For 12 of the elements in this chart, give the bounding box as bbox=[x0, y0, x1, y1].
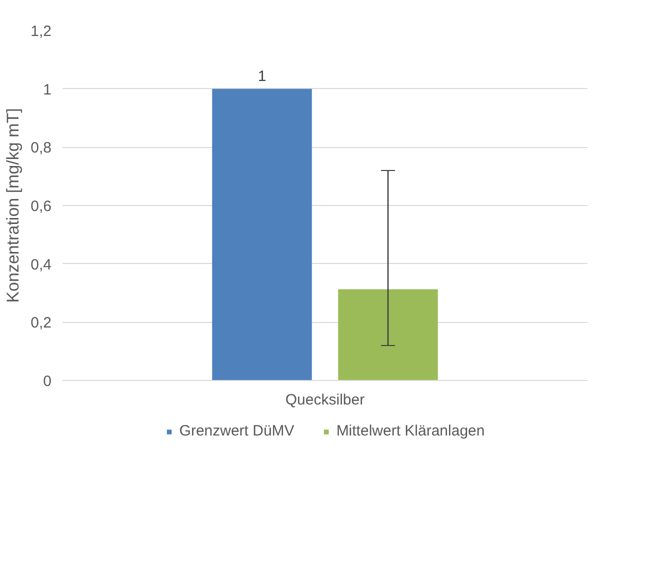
x-tick-label: Quecksilber bbox=[285, 392, 365, 408]
y-tick-label: 1,2 bbox=[30, 23, 52, 40]
y-axis-title: Konzentration [mg/kg mT] bbox=[4, 108, 23, 303]
y-tick-label: 0,4 bbox=[30, 256, 52, 274]
y-tick-label: 0,6 bbox=[30, 198, 52, 215]
y-tick-label: 1 bbox=[43, 81, 52, 98]
y-tick-label: 0,8 bbox=[30, 140, 52, 157]
y-tick-label: 0 bbox=[43, 373, 52, 390]
y-tick-label: 0,2 bbox=[30, 314, 52, 332]
data-label: 1 bbox=[258, 68, 266, 85]
legend-label: Mittelwert Kläranlagen bbox=[336, 422, 485, 440]
legend-label: Grenzwert DüMV bbox=[179, 422, 294, 440]
